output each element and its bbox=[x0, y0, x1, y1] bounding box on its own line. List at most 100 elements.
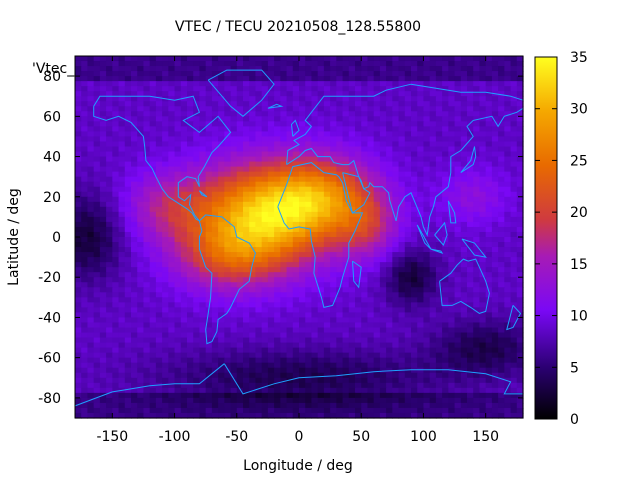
heatmap-cell bbox=[467, 191, 474, 198]
heatmap-cell bbox=[299, 226, 306, 233]
heatmap-cell bbox=[460, 156, 468, 163]
heatmap-cell bbox=[236, 297, 244, 303]
heatmap-cell bbox=[187, 111, 194, 117]
heatmap-cell bbox=[199, 327, 207, 334]
heatmap-cell bbox=[342, 377, 350, 384]
heatmap-cell bbox=[243, 267, 250, 273]
heatmap-cell bbox=[180, 161, 188, 168]
heatmap-cell bbox=[267, 312, 275, 319]
heatmap-cell bbox=[448, 121, 456, 127]
heatmap-cell bbox=[267, 342, 275, 349]
heatmap-cell bbox=[168, 337, 176, 344]
heatmap-cell bbox=[118, 372, 126, 379]
heatmap-cell bbox=[305, 277, 313, 283]
heatmap-cell bbox=[131, 277, 138, 283]
heatmap-cell bbox=[367, 111, 375, 117]
heatmap-cell bbox=[423, 71, 431, 77]
heatmap-cell bbox=[193, 186, 201, 193]
heatmap-cell bbox=[330, 327, 337, 334]
heatmap-cell bbox=[143, 302, 151, 308]
heatmap-cell bbox=[473, 81, 481, 87]
heatmap-cell bbox=[442, 101, 449, 107]
heatmap-cell bbox=[99, 56, 107, 62]
heatmap-cell bbox=[423, 352, 431, 359]
heatmap-cell bbox=[211, 382, 219, 389]
heatmap-cell bbox=[249, 357, 257, 364]
heatmap-cell bbox=[174, 151, 182, 158]
heatmap-cell bbox=[224, 216, 232, 223]
heatmap-cell bbox=[467, 151, 474, 158]
heatmap-cell bbox=[211, 242, 219, 248]
heatmap-cell bbox=[180, 332, 188, 339]
heatmap-cell bbox=[224, 257, 232, 263]
heatmap-cell bbox=[255, 372, 263, 379]
heatmap-cell bbox=[124, 216, 132, 223]
heatmap-cell bbox=[448, 141, 456, 148]
heatmap-cell bbox=[87, 106, 95, 112]
heatmap-cell bbox=[75, 101, 82, 107]
heatmap-cell bbox=[435, 171, 443, 178]
heatmap-cell bbox=[516, 387, 524, 394]
heatmap-cell bbox=[280, 317, 288, 324]
heatmap-cell bbox=[274, 141, 281, 148]
heatmap-cell bbox=[336, 392, 344, 399]
heatmap-cell bbox=[81, 96, 89, 102]
heatmap-cell bbox=[199, 337, 207, 344]
heatmap-cell bbox=[398, 377, 406, 384]
heatmap-cell bbox=[442, 106, 449, 112]
heatmap-cell bbox=[106, 237, 113, 243]
heatmap-cell bbox=[330, 237, 337, 243]
heatmap-cell bbox=[137, 71, 145, 77]
heatmap-cell bbox=[243, 226, 250, 233]
heatmap-cell bbox=[379, 71, 387, 77]
heatmap-cell bbox=[417, 247, 425, 253]
heatmap-cell bbox=[398, 101, 406, 107]
heatmap-cell bbox=[224, 221, 232, 228]
heatmap-cell bbox=[267, 126, 275, 133]
heatmap-cell bbox=[336, 106, 344, 112]
heatmap-cell bbox=[498, 282, 505, 288]
heatmap-cell bbox=[348, 141, 356, 148]
heatmap-cell bbox=[367, 231, 375, 238]
heatmap-cell bbox=[243, 141, 250, 148]
heatmap-cell bbox=[330, 357, 337, 364]
heatmap-cell bbox=[361, 257, 369, 263]
heatmap-cell bbox=[336, 387, 344, 394]
heatmap-cell bbox=[516, 352, 524, 359]
heatmap-cell bbox=[348, 166, 356, 173]
heatmap-cell bbox=[491, 76, 499, 82]
heatmap-cell bbox=[255, 397, 263, 404]
heatmap-cell bbox=[218, 367, 225, 374]
heatmap-cell bbox=[305, 116, 313, 122]
heatmap-cell bbox=[386, 252, 393, 258]
heatmap-cell bbox=[317, 387, 325, 394]
heatmap-cell bbox=[168, 116, 176, 122]
heatmap-cell bbox=[193, 252, 201, 258]
heatmap-cell bbox=[236, 392, 244, 399]
heatmap-cell bbox=[193, 247, 201, 253]
heatmap-cell bbox=[180, 282, 188, 288]
heatmap-cell bbox=[361, 312, 369, 319]
heatmap-cell bbox=[498, 141, 505, 148]
heatmap-cell bbox=[305, 332, 313, 339]
heatmap-cell bbox=[199, 86, 207, 92]
heatmap-cell bbox=[274, 191, 281, 198]
heatmap-cell bbox=[193, 191, 201, 198]
heatmap-cell bbox=[330, 61, 337, 67]
heatmap-cell bbox=[149, 191, 157, 198]
heatmap-cell bbox=[286, 116, 294, 122]
heatmap-cell bbox=[355, 272, 362, 278]
heatmap-cell bbox=[75, 201, 82, 208]
heatmap-cell bbox=[87, 312, 95, 319]
heatmap-cell bbox=[516, 116, 524, 122]
heatmap-cell bbox=[417, 86, 425, 92]
heatmap-cell bbox=[305, 71, 313, 77]
heatmap-cell bbox=[473, 226, 481, 233]
heatmap-cell bbox=[373, 367, 381, 374]
heatmap-cell bbox=[124, 297, 132, 303]
heatmap-cell bbox=[286, 71, 294, 77]
heatmap-cell bbox=[261, 76, 269, 82]
heatmap-cell bbox=[423, 86, 431, 92]
heatmap-cell bbox=[236, 171, 244, 178]
heatmap-cell bbox=[348, 392, 356, 399]
